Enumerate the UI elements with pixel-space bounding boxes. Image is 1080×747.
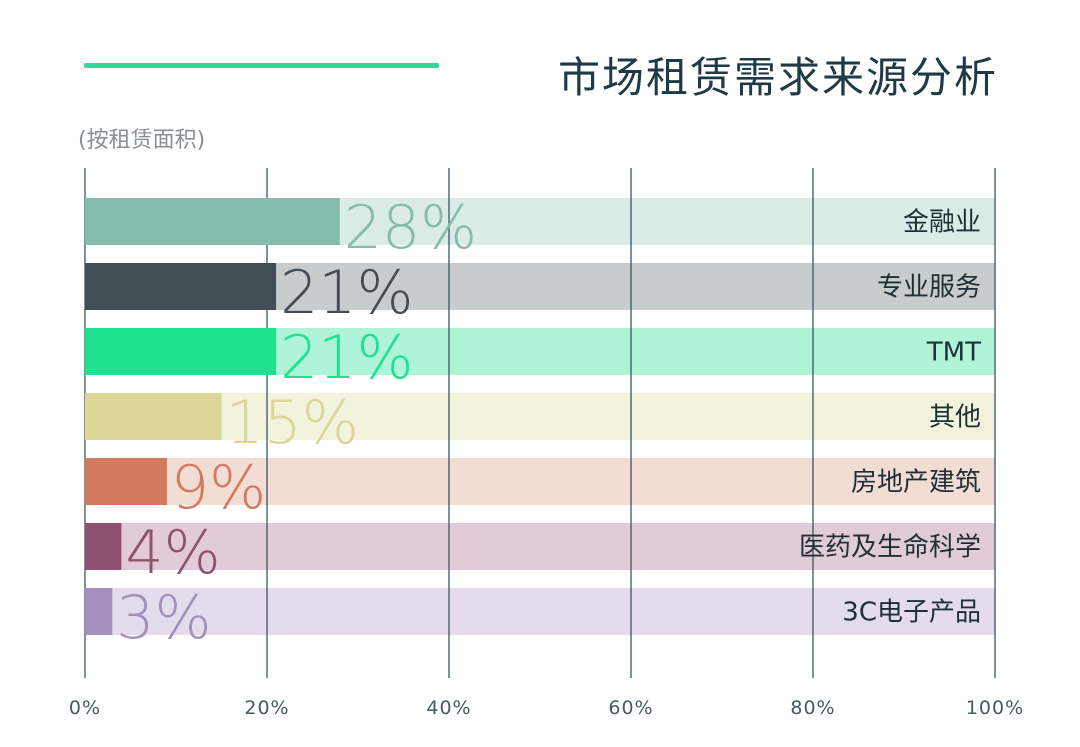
category-label: 医药及生命科学	[799, 533, 981, 563]
x-tick-label: 100%	[966, 697, 1024, 719]
bar	[85, 328, 277, 375]
data-label: 9%	[171, 453, 266, 523]
bar	[85, 198, 340, 245]
data-label: 28%	[344, 193, 477, 263]
data-label: 4%	[125, 518, 220, 588]
x-tick-label: 40%	[426, 697, 471, 719]
bar	[85, 263, 277, 310]
category-label: TMT	[926, 338, 981, 368]
bar	[85, 458, 167, 505]
data-label: 3%	[116, 583, 211, 653]
category-label: 其他	[929, 403, 981, 433]
title-accent-line	[84, 63, 439, 68]
x-tick-label: 20%	[244, 697, 289, 719]
chart-subtitle: (按租赁面积)	[78, 128, 206, 153]
bar	[85, 393, 222, 440]
bar-track	[85, 393, 995, 440]
bar-track	[85, 523, 995, 570]
data-label: 21%	[280, 258, 413, 328]
x-tick-label: 60%	[608, 697, 653, 719]
bar	[85, 588, 113, 635]
bar-track	[85, 458, 995, 505]
chart-title: 市场租赁需求来源分析	[557, 53, 998, 102]
category-label: 金融业	[903, 208, 981, 238]
x-tick-label: 0%	[69, 697, 101, 719]
category-label: 房地产建筑	[851, 468, 981, 498]
bar	[85, 523, 122, 570]
x-tick-label: 80%	[790, 697, 835, 719]
data-label: 21%	[280, 323, 413, 393]
category-label: 3C电子产品	[842, 598, 981, 628]
category-label: 专业服务	[877, 273, 981, 303]
bar-track	[85, 588, 995, 635]
data-label: 15%	[226, 388, 359, 458]
